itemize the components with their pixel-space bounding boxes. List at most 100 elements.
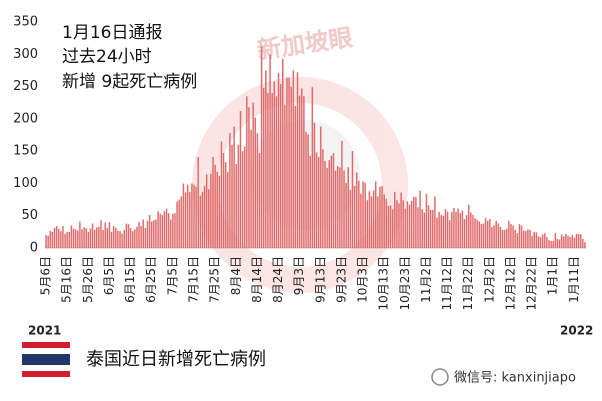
bar — [64, 233, 66, 248]
bar — [167, 213, 170, 248]
bar — [191, 183, 193, 248]
start-year: 2021 — [28, 324, 61, 338]
bar — [493, 225, 495, 248]
bar — [87, 231, 90, 248]
bar — [243, 146, 246, 248]
bar — [522, 230, 525, 248]
bar — [353, 186, 356, 248]
bar — [127, 224, 130, 248]
bar — [218, 175, 221, 248]
x-tick-label: 7月25日 — [208, 256, 222, 303]
bar — [546, 237, 548, 248]
bar — [201, 191, 204, 248]
x-tick-label: 7月15日 — [186, 256, 200, 303]
bar — [140, 226, 142, 248]
bar — [415, 196, 417, 248]
bar — [324, 160, 326, 248]
bar — [115, 227, 117, 248]
bar — [429, 209, 432, 248]
bar — [455, 211, 457, 248]
x-tick-label: 6月15日 — [123, 256, 137, 303]
annotation: 新增 9起死亡病例 — [62, 72, 197, 92]
bar — [520, 225, 523, 248]
bar — [47, 235, 49, 248]
bar — [486, 220, 489, 248]
bar — [459, 213, 461, 248]
bar — [472, 215, 474, 248]
bar — [246, 96, 248, 248]
bar — [77, 230, 79, 248]
bar — [463, 218, 466, 248]
bar — [301, 88, 303, 248]
bar — [203, 186, 206, 248]
bar — [313, 122, 316, 248]
bar — [434, 196, 436, 248]
bar — [74, 229, 77, 248]
bar — [55, 226, 58, 248]
bar — [480, 224, 483, 248]
bar — [174, 213, 176, 248]
bar — [584, 242, 586, 248]
bar — [442, 215, 445, 248]
bar — [563, 236, 565, 248]
bar — [448, 220, 451, 248]
bar — [396, 200, 398, 248]
bar — [358, 180, 360, 248]
bar — [341, 140, 343, 248]
x-tick-label: 8月24日 — [271, 256, 285, 303]
bar — [370, 196, 373, 248]
bar — [385, 198, 388, 248]
bar — [273, 81, 276, 248]
bar — [427, 205, 430, 248]
bar — [157, 211, 159, 248]
bar — [119, 231, 121, 248]
bar — [339, 167, 341, 248]
bar — [131, 231, 134, 248]
bar — [222, 153, 225, 248]
x-tick-label: 5月16日 — [60, 256, 74, 303]
bar — [237, 144, 240, 248]
bar — [288, 77, 290, 248]
bar — [550, 240, 552, 248]
bar — [470, 212, 472, 248]
bar — [298, 95, 301, 249]
bar — [70, 225, 73, 248]
bar — [227, 171, 229, 248]
bar — [112, 226, 115, 248]
bar — [567, 235, 569, 248]
bar — [214, 164, 216, 248]
bar — [571, 235, 574, 248]
bar — [349, 189, 352, 248]
bar — [172, 213, 174, 248]
bar — [560, 234, 563, 248]
bar — [265, 70, 267, 248]
bar — [85, 227, 87, 248]
bar — [510, 224, 512, 248]
bar — [210, 173, 212, 248]
bar — [254, 117, 257, 249]
bar — [235, 164, 237, 248]
bar — [444, 209, 447, 248]
bar — [193, 184, 195, 248]
bar — [49, 230, 52, 248]
bar — [161, 215, 164, 248]
bar — [368, 191, 371, 248]
bar — [45, 235, 47, 248]
bar — [305, 131, 307, 248]
bar — [389, 205, 392, 248]
x-tick-label: 12月2日 — [482, 256, 496, 303]
bar — [66, 231, 68, 248]
bar — [136, 226, 138, 248]
bar — [432, 209, 434, 248]
y-tick-label: 350 — [13, 15, 38, 30]
bar — [106, 227, 109, 248]
bar — [525, 231, 527, 248]
bar — [51, 231, 54, 248]
bar — [138, 222, 140, 248]
bar — [93, 229, 96, 248]
bar — [582, 238, 584, 248]
bar — [195, 186, 197, 248]
bar — [440, 215, 442, 248]
bar — [292, 70, 295, 248]
